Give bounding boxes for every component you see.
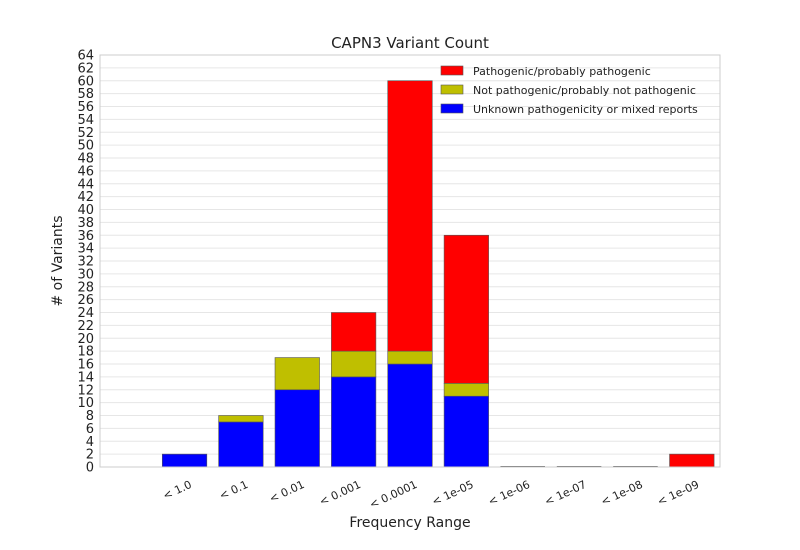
y-tick-label: 0 <box>86 461 94 476</box>
y-tick-label: 54 <box>77 113 94 128</box>
bar-segment <box>331 376 377 468</box>
y-axis-ticks: 0246810121416182022242628303234363840424… <box>77 49 94 476</box>
y-tick-label: 10 <box>77 396 94 411</box>
bar-segment <box>274 389 320 468</box>
bar-segment <box>669 453 715 468</box>
y-axis-title: # of Variants <box>50 215 66 306</box>
y-tick-label: 24 <box>77 306 94 321</box>
y-tick-label: 28 <box>77 280 94 295</box>
legend: Pathogenic/probably pathogenic Not pathog… <box>440 65 698 116</box>
y-tick-label: 44 <box>77 177 94 192</box>
y-tick-label: 46 <box>77 164 94 179</box>
bar-segment <box>331 350 377 378</box>
y-tick-label: 56 <box>77 100 94 115</box>
bars <box>161 80 715 468</box>
bar-segment <box>274 357 320 391</box>
bar-segment <box>387 350 433 365</box>
y-tick-label: 14 <box>77 370 94 385</box>
legend-swatch <box>440 65 464 76</box>
bar-segment <box>387 80 433 352</box>
y-tick-label: 6 <box>86 422 94 437</box>
y-tick-label: 36 <box>77 229 94 244</box>
bar-segment <box>331 312 377 352</box>
bar-segment <box>443 395 489 468</box>
y-tick-label: 18 <box>77 345 94 360</box>
y-tick-label: 62 <box>77 61 94 76</box>
y-tick-label: 38 <box>77 216 94 231</box>
y-tick-label: 32 <box>77 255 94 270</box>
chart-title: CAPN3 Variant Count <box>331 34 489 52</box>
legend-label: Not pathogenic/probably not pathogenic <box>473 84 696 97</box>
y-tick-label: 20 <box>77 332 94 347</box>
y-tick-label: 58 <box>77 87 94 102</box>
y-tick-label: 42 <box>77 190 94 205</box>
x-axis-title: Frequency Range <box>349 515 470 531</box>
legend-label: Unknown pathogenicity or mixed reports <box>473 103 698 116</box>
plot-frame <box>99 54 721 468</box>
y-tick-label: 30 <box>77 267 94 282</box>
legend-swatch <box>440 103 464 114</box>
y-tick-label: 26 <box>77 293 94 308</box>
y-tick-label: 52 <box>77 126 94 141</box>
y-tick-label: 34 <box>77 242 94 257</box>
y-tick-label: 48 <box>77 152 94 167</box>
y-tick-label: 50 <box>77 139 94 154</box>
y-tick-label: 60 <box>77 74 94 89</box>
y-tick-label: 4 <box>86 435 94 450</box>
bar-segment <box>387 363 433 468</box>
y-tick-label: 12 <box>77 383 94 398</box>
legend-swatch <box>440 84 464 95</box>
legend-label: Pathogenic/probably pathogenic <box>473 65 651 78</box>
y-tick-label: 16 <box>77 358 94 373</box>
bar-segment <box>218 415 264 423</box>
bar-segment <box>218 421 264 468</box>
y-tick-label: 64 <box>77 49 94 64</box>
bar-segment <box>443 383 489 397</box>
y-tick-label: 8 <box>86 409 94 424</box>
bar-segment <box>443 234 489 384</box>
y-tick-label: 2 <box>86 448 94 463</box>
bar-segment <box>161 453 208 468</box>
y-tick-label: 22 <box>77 319 94 334</box>
y-tick-label: 40 <box>77 203 94 218</box>
